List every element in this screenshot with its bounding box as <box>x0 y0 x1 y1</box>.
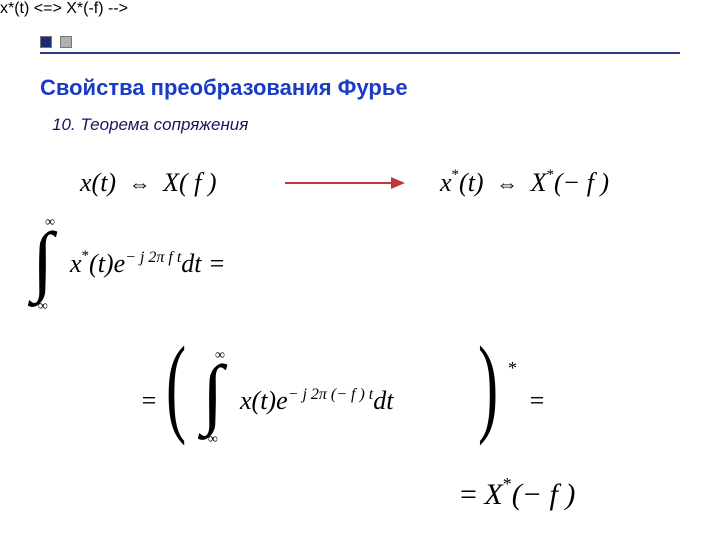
bullet-2 <box>60 36 72 48</box>
slide-heading: Свойства преобразования Фурье <box>40 75 408 101</box>
int1-dt: dt <box>181 249 201 278</box>
int1-t: (t) <box>89 249 114 278</box>
int2-eq-close: = <box>528 386 546 416</box>
pair-right-lhs-base: x <box>440 168 452 197</box>
pair-right-rhs-base: X <box>531 168 547 197</box>
star-1: * <box>452 167 460 183</box>
int2-outer-star-text: * <box>508 358 517 378</box>
int2-eq-open-text: = <box>140 386 158 415</box>
dbl-arrow-1: ⇔ <box>123 171 157 196</box>
star-2: * <box>546 167 554 183</box>
int2-eq-open: = <box>140 386 158 416</box>
int2-lower: −∞ <box>200 432 218 448</box>
int2-e: e <box>276 386 288 415</box>
final-eq: = <box>460 478 484 511</box>
slide-page: { "colors": { "heading": "#1a3cc4", "sub… <box>0 0 720 540</box>
int1-star: * <box>82 248 90 264</box>
rparen-big: ) <box>478 330 498 440</box>
final-star: * <box>503 474 512 494</box>
pair-left-lhs: x(t) <box>80 168 116 197</box>
arrow-head-icon <box>391 177 405 189</box>
int2-outer-star: * <box>508 358 517 379</box>
int1-exp: − j 2π f t <box>125 249 181 266</box>
bullet-1 <box>40 36 52 48</box>
int1-x: x <box>70 249 82 278</box>
int2-sign: ∫ <box>202 354 223 432</box>
top-rule <box>40 52 680 54</box>
int2-body: x(t)e− j 2π (− f ) tdt <box>240 386 393 416</box>
integral-2: = ( ∞ ∫ −∞ x(t)e− j 2π (− f ) tdt ) * = <box>140 340 570 460</box>
int2-x: x <box>240 386 252 415</box>
final-X: X <box>484 478 502 511</box>
int2-eq-close-text: = <box>528 386 546 415</box>
int2-exp: − j 2π (− f ) t <box>288 386 374 403</box>
pair-right: x*(t) ⇔ X*(− f ) <box>440 168 609 198</box>
final-line: = X*(− f ) <box>460 478 575 512</box>
pair-right-lhs-arg: (t) <box>459 168 484 197</box>
pair-left: x(t) ⇔ X( f ) <box>80 168 217 198</box>
arrow-line <box>285 182 393 184</box>
int1-lower: −∞ <box>30 299 48 315</box>
lparen-big: ( <box>166 330 186 440</box>
int2-t: (t) <box>252 386 277 415</box>
int1-sign: ∫ <box>32 221 53 299</box>
integral-1: ∞ ∫ −∞ x*(t)e− j 2π f tdt = <box>30 215 330 315</box>
int1-e: e <box>114 249 126 278</box>
int2-dt: dt <box>373 386 393 415</box>
pair-right-rhs-arg: (− f ) <box>554 168 609 197</box>
pair-left-rhs: X( f ) <box>163 168 216 197</box>
corner-bullets <box>40 35 76 53</box>
implies-arrow <box>285 175 405 191</box>
final-arg: (− f ) <box>512 478 576 511</box>
slide-subheading: 10. Теорема сопряжения <box>52 115 248 135</box>
dbl-arrow-2: ⇔ <box>490 171 524 196</box>
int1-body: x*(t)e− j 2π f tdt = <box>70 249 226 279</box>
int1-eq: = <box>202 249 226 278</box>
